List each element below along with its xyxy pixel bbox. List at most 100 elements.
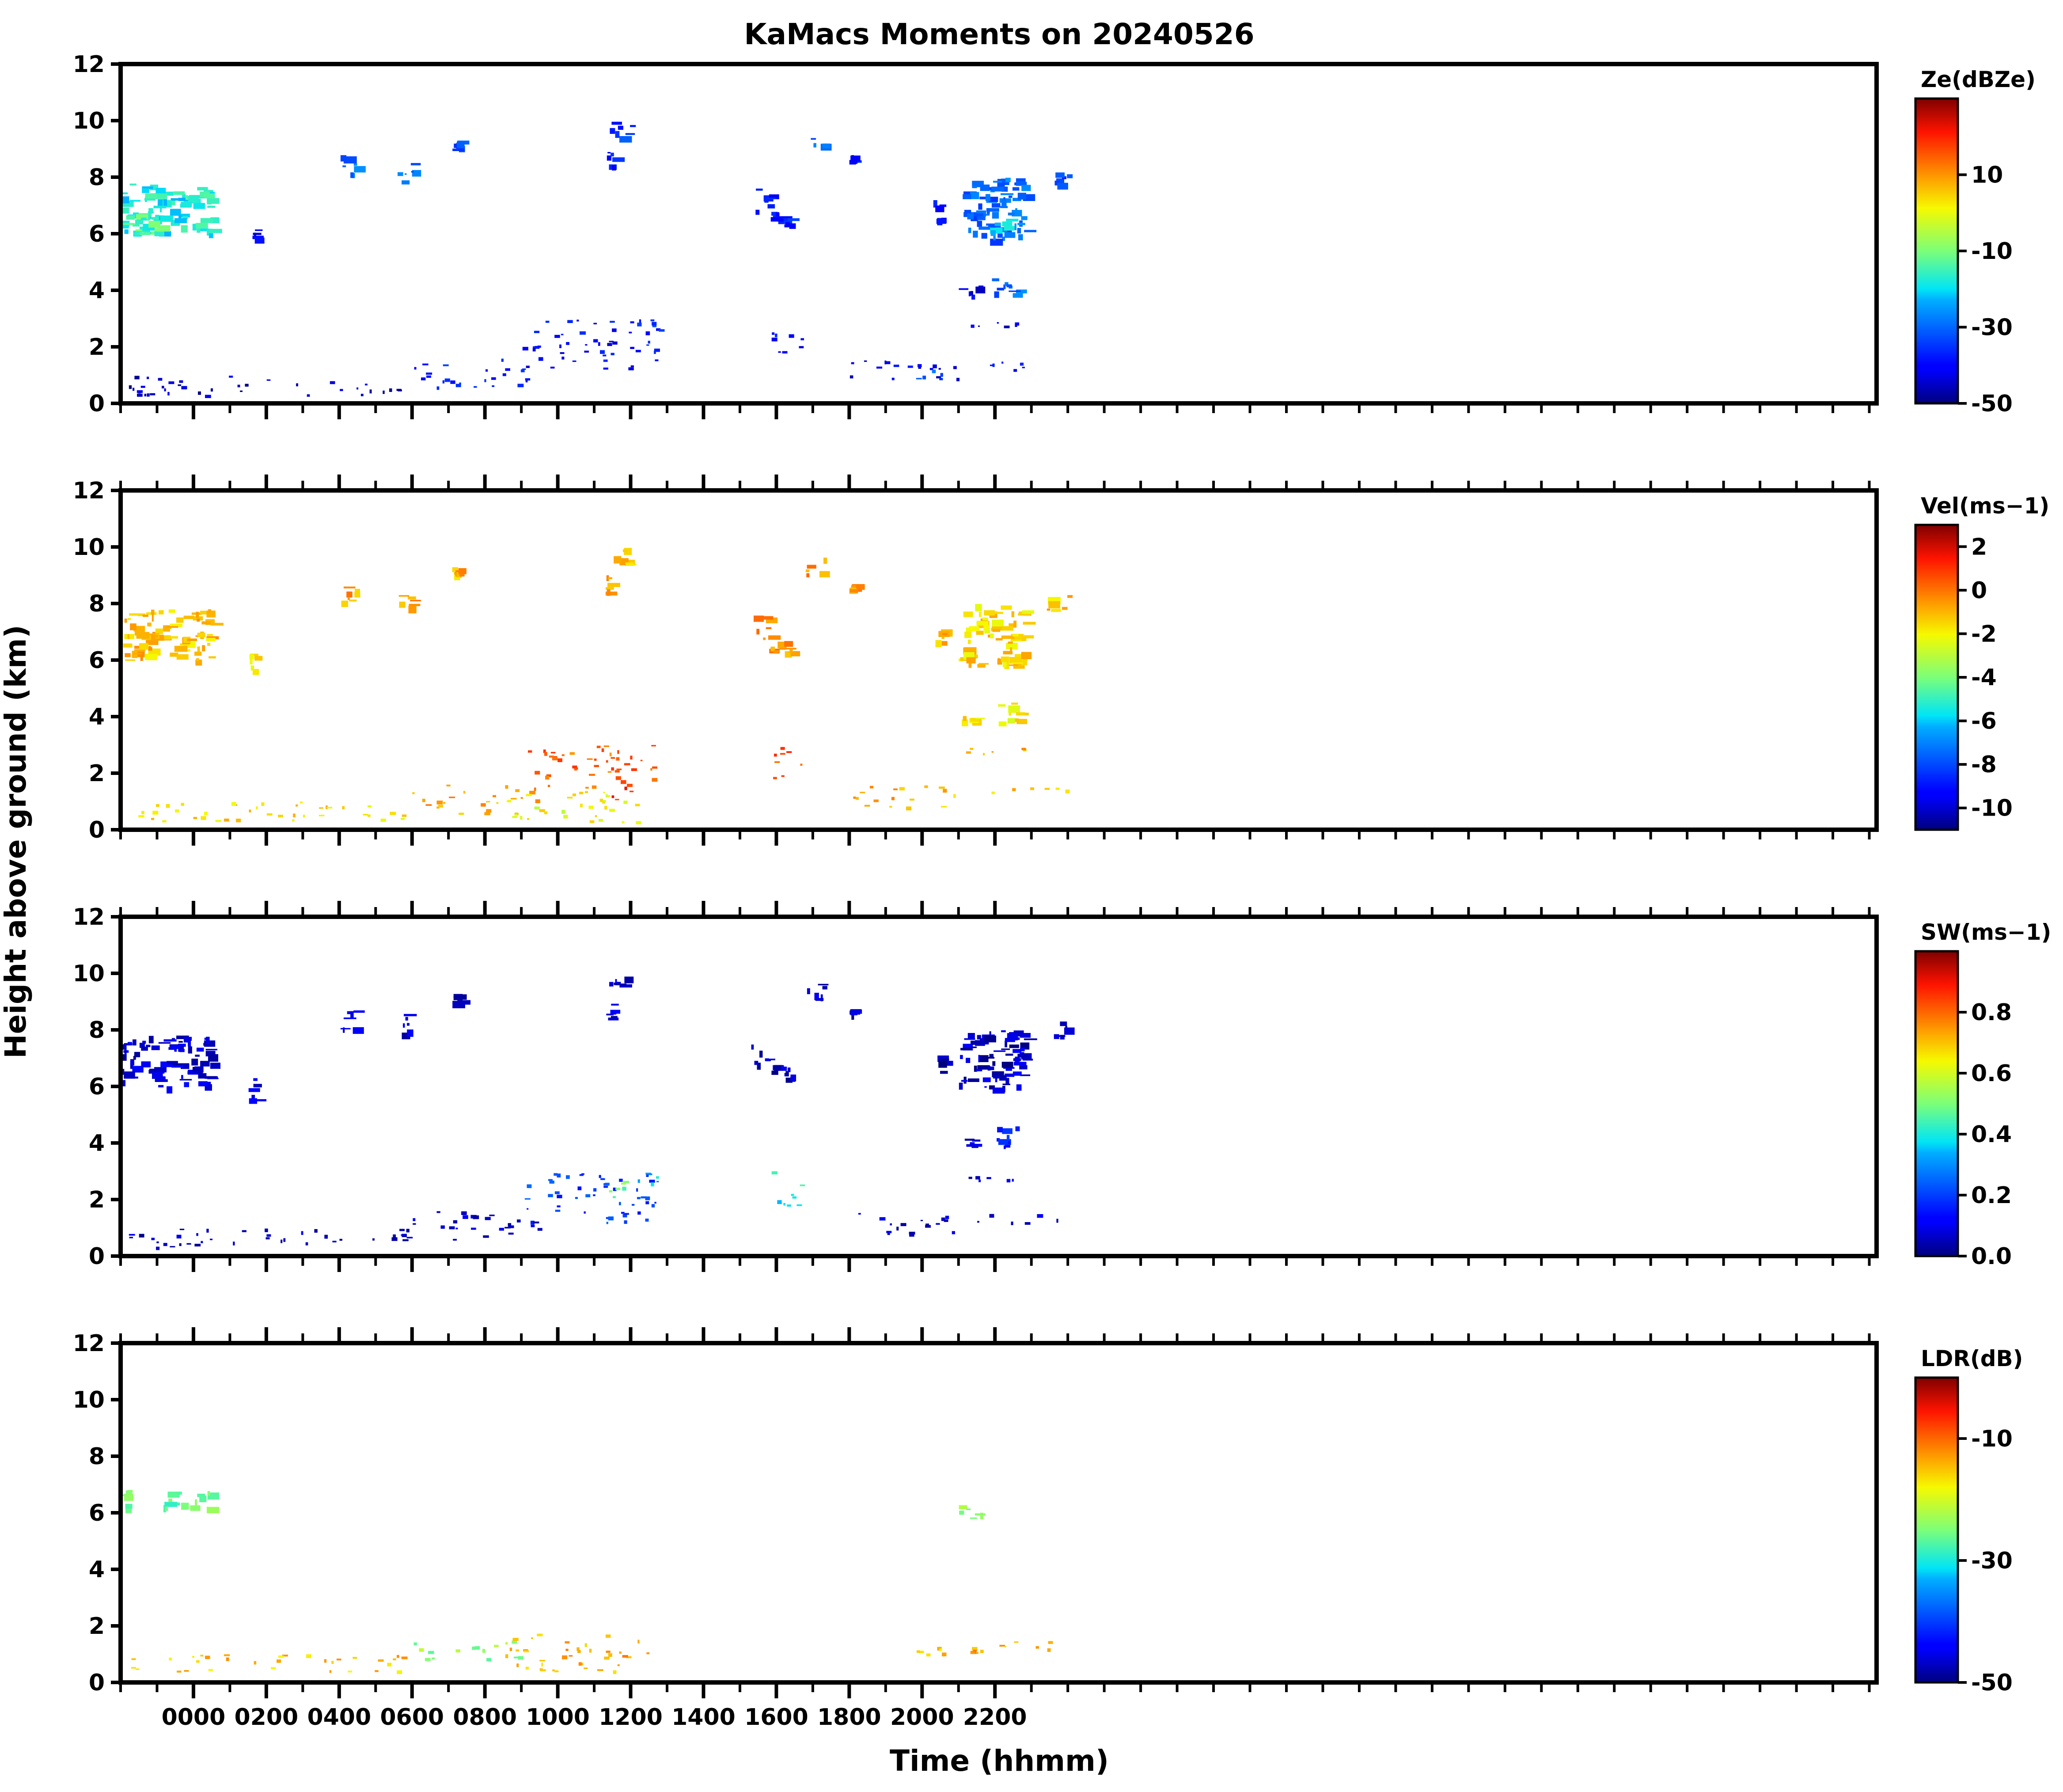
colorbar-tick-label-vel--6: -6 [1971,708,1997,735]
ze-echo-24 [129,376,402,398]
ze-echo-21 [522,319,661,371]
vel-echo-10 [784,641,800,658]
colorbar-tick-label-ldr--50: -50 [1971,1670,2013,1696]
ze-echo-7 [607,152,625,171]
colorbar-tick-label-sw-0.4: 0.4 [1971,1121,2012,1148]
sw-echo-10 [784,1067,796,1083]
ze-echo-10 [811,138,832,151]
sw-echo-20 [609,1181,629,1198]
ze-echo-17 [992,278,1027,298]
ze-echo-2 [252,229,265,244]
y-axis-label: Height above ground (km) [0,625,33,1059]
vel-echo-14 [959,604,1036,669]
x-tick-label-0200: 0200 [235,1704,299,1731]
sw-echo-1 [248,1078,267,1104]
colorbar-label-ldr: LDR(dB) [1921,1346,2023,1371]
vel-echo-7 [754,615,781,640]
ldr-echo-6 [916,1647,947,1657]
vel-echo-8 [769,642,787,654]
y-tick-label-ze-8: 8 [89,164,105,191]
vel-echo-3 [398,595,421,614]
ldr-echo-0 [122,1490,133,1513]
sw-echo-6 [606,1003,621,1021]
panel-sw: 0 2 4 6 8 10 12 SW(ms−1) 0.8 0.6 0.4 0.2 0.0 [73,901,2051,1272]
ze-echo-11 [783,218,800,229]
vel-echo-23 [412,784,545,816]
panel-ldr: 0 2 4 6 8 10 12 0000 0200 0400 0600 0800 1000 1200 140… [73,1327,2023,1731]
ze-echo-23 [771,332,804,354]
ze-echo-1 [123,205,173,236]
y-tick-label-sw-10: 10 [73,961,105,987]
ze-echo-22 [637,319,665,332]
vel-echo-13 [935,629,953,648]
y-tick-label-ldr-12: 12 [73,1330,105,1357]
colorbar-tick-label-vel--2: -2 [1971,621,1997,647]
panels-layer: 0 2 4 6 8 10 12 Ze(dBZe) 10 -10 -30 -50 0 2 4 6 8 10 12 Vel… [73,51,2052,1731]
x-tick-label-1200: 1200 [599,1704,663,1731]
vel-echo-5 [614,548,637,566]
y-tick-label-sw-0: 0 [89,1243,105,1270]
vel-echo-6 [605,575,620,596]
vel-echo-0 [123,609,224,666]
ze-echo-15 [963,178,1037,246]
colorbar-tick-label-vel--8: -8 [1971,752,1997,778]
y-tick-label-ze-10: 10 [73,108,105,134]
sw-echo-0 [121,1035,220,1093]
ldr-echo-3 [131,1654,408,1674]
ze-echo-5 [452,140,470,152]
ze-echo-20 [990,361,1025,372]
ldr-echo-1 [163,1491,220,1513]
colorbar-tick-label-vel-2: 2 [1971,534,1987,560]
ze-echo-14 [933,200,947,225]
y-tick-label-ldr-10: 10 [73,1387,105,1413]
ldr-echo-7 [970,1647,984,1654]
y-tick-label-sw-4: 4 [89,1130,105,1157]
y-tick-label-ze-2: 2 [89,334,105,361]
ldr-echo-8 [999,1641,1053,1652]
sw-echo-8 [771,1065,787,1075]
vel-echo-17 [966,748,1027,756]
vel-echo-24 [507,791,641,824]
data-cells-sw [121,976,1075,1250]
y-tick-label-ze-4: 4 [89,277,105,304]
ldr-echo-5 [505,1633,650,1674]
axes-frame-sw [118,915,1879,1258]
axes-frame-ldr [118,1341,1879,1685]
x-axis-label: Time (hhmm) [890,1744,1109,1778]
y-tick-label-ze-6: 6 [89,221,105,247]
sw-echo-22 [771,1171,805,1207]
y-tick-label-vel-8: 8 [89,591,105,617]
colorbar-label-ze: Ze(dBZe) [1921,67,2036,92]
vel-echo-20 [611,757,634,801]
x-tick-label-1800: 1800 [817,1704,881,1731]
vel-echo-1 [249,653,263,675]
sw-echo-7 [751,1044,775,1070]
data-cells-ldr [122,1490,1053,1674]
y-tick-label-vel-0: 0 [89,817,105,843]
sw-echo-13 [937,1055,953,1074]
sw-echo-24 [413,1211,542,1241]
colorbar-tick-label-ze-10: 10 [1971,162,2003,189]
ze-echo-6 [610,121,636,143]
sw-echo-3 [402,1014,417,1040]
ze-echo-26 [849,360,960,381]
ze-echo-9 [770,212,793,224]
colorbar-tick-label-vel--4: -4 [1971,664,1997,691]
ze-echo-3 [340,155,366,178]
ze-echo-8 [755,188,779,215]
sw-echo-23 [129,1228,413,1250]
colorbar-tick-label-ze--30: -30 [1971,315,2013,341]
colorbar-tick-label-ze--10: -10 [1971,238,2013,265]
y-tick-label-ldr-6: 6 [89,1500,105,1526]
colorbar-vel [1914,524,1959,831]
colorbar-tick-label-sw-0.2: 0.2 [1971,1182,2012,1209]
x-tick-label-0600: 0600 [380,1704,444,1731]
sw-echo-19 [524,1173,656,1225]
vel-echo-9 [805,558,830,577]
y-tick-label-vel-6: 6 [89,647,105,674]
vel-echo-12 [1047,595,1073,612]
sw-echo-16 [964,1139,982,1148]
ze-echo-12 [849,155,862,165]
sw-echo-4 [452,994,471,1009]
